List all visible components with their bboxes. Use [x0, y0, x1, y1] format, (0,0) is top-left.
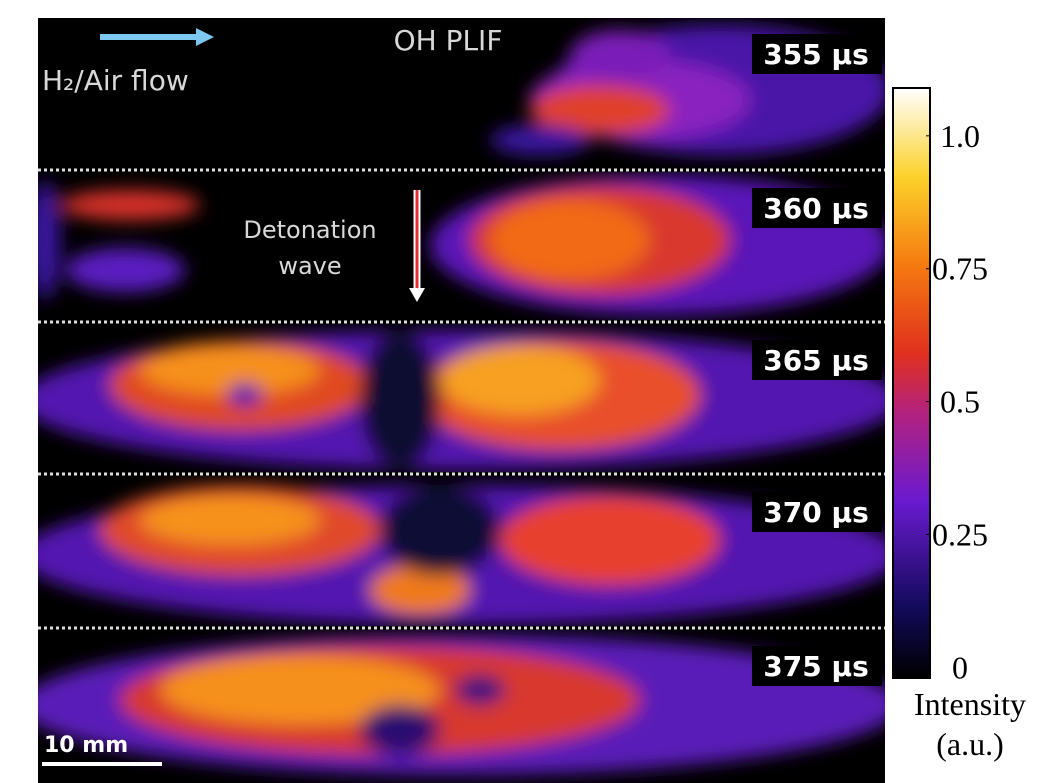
time-label: 375 µs: [763, 650, 868, 683]
wave-label: wave: [278, 252, 341, 280]
colorbar: [893, 88, 930, 678]
colorbar-label: (a.u.): [936, 726, 1004, 762]
time-label: 370 µs: [763, 496, 868, 529]
colorbar-label: Intensity: [914, 686, 1026, 722]
time-label: 355 µs: [763, 38, 868, 71]
scale-bar-label: 10 mm: [44, 733, 128, 758]
title: OH PLIF: [394, 24, 503, 57]
flow-label: H₂/Air flow: [42, 64, 189, 97]
colorbar-tick-label: 0.75: [932, 251, 988, 287]
colorbar-tick-label: 0.25: [932, 516, 988, 552]
wave-label: Detonation: [243, 216, 376, 244]
colorbar-tick-label: 1.0: [940, 118, 980, 154]
time-label: 365 µs: [763, 344, 868, 377]
colorbar-tick-label: 0: [952, 649, 968, 685]
time-label: 360 µs: [763, 192, 868, 225]
figure: H₂/Air flow OH PLIF Detonation wave 10 m…: [0, 0, 1045, 783]
colorbar-tick-label: 0.5: [940, 384, 980, 420]
